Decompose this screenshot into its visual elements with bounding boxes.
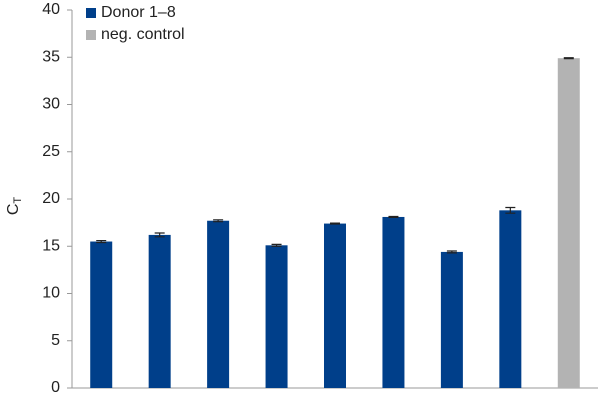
error-bar [96,239,107,244]
y-tick-label: 5 [51,332,60,349]
y-axis-label-main: C [5,204,22,216]
legend-swatch [86,30,96,40]
bar [324,223,346,388]
error-bar [388,215,399,219]
legend-swatch [86,8,96,18]
y-tick-label: 40 [42,1,60,18]
error-bar [330,222,340,225]
y-axis-label-sub: T [12,197,24,204]
bar [499,210,522,388]
error-bar [505,206,516,214]
y-axis-label: CT [5,197,24,216]
bar [382,216,405,388]
y-tick-label: 25 [42,143,60,160]
bar [440,251,463,388]
y-tick-label: 0 [51,379,60,396]
bar [557,58,580,388]
error-bar [563,57,574,60]
error-bar [271,243,282,247]
y-tick-label: 15 [42,237,60,254]
bar [148,234,171,388]
legend-label: Donor 1–8 [101,4,176,21]
y-tick-label: 20 [42,190,60,207]
legend-label: neg. control [101,26,185,43]
y-tick-label: 30 [42,96,60,113]
error-bar [154,232,165,238]
bar [265,245,288,388]
error-bar [213,219,224,223]
y-tick-label: 35 [42,48,60,65]
error-bar [446,250,457,254]
bar [90,241,113,388]
bar [207,220,230,388]
y-tick-label: 10 [42,285,60,302]
